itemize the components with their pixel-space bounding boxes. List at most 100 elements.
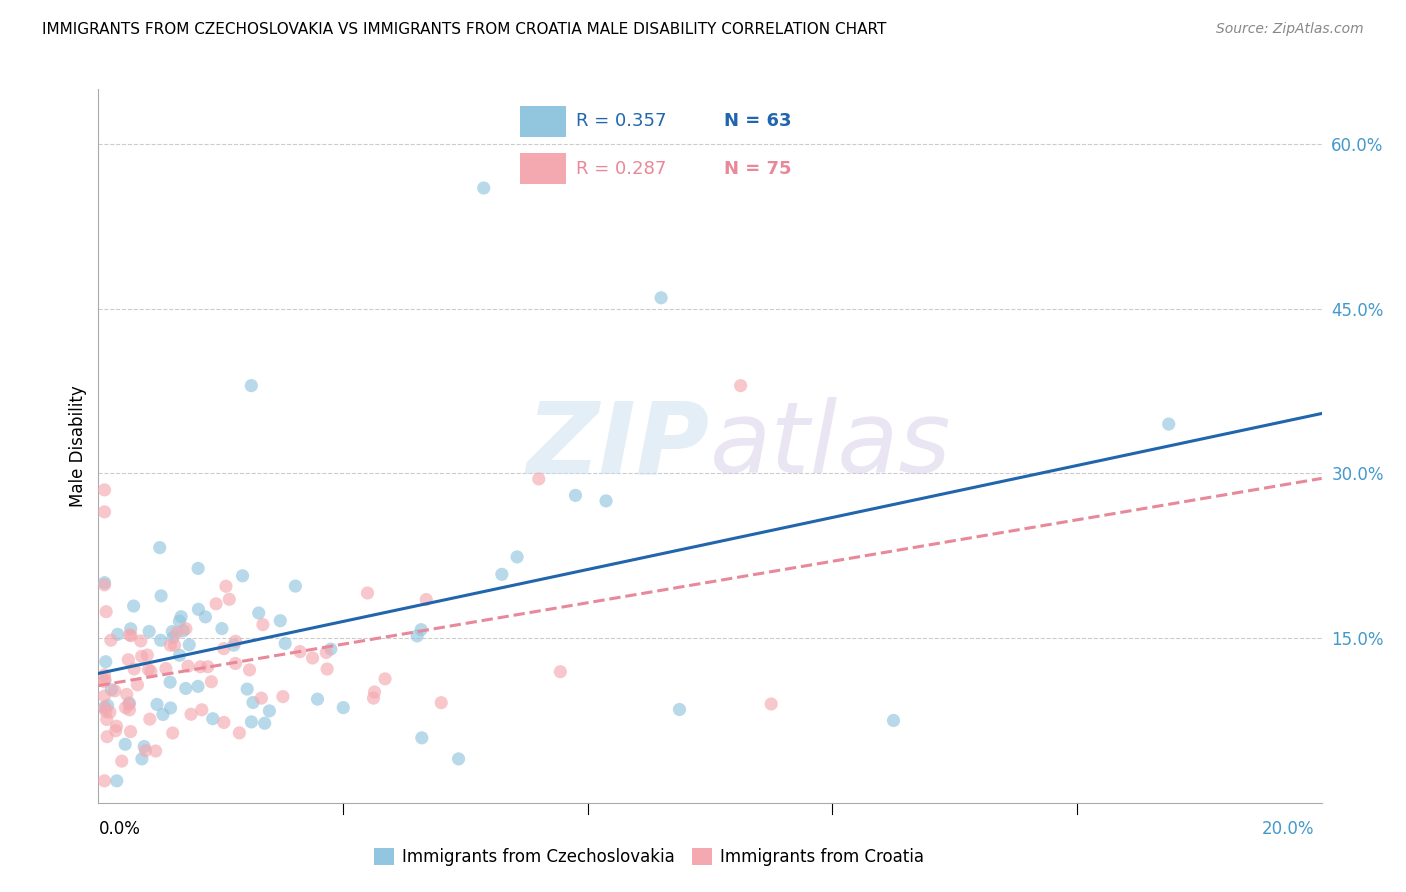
- Point: [228, 726, 250, 740]
- Point: [107, 627, 129, 641]
- Point: [127, 678, 149, 692]
- Point: [332, 700, 354, 714]
- Point: [93, 701, 115, 715]
- Point: [650, 291, 672, 305]
- Point: [129, 634, 152, 648]
- Point: [187, 561, 209, 575]
- Point: [205, 597, 228, 611]
- Point: [118, 697, 141, 711]
- Point: [120, 724, 142, 739]
- Point: [94, 705, 117, 719]
- Point: [146, 698, 169, 712]
- Point: [319, 642, 342, 657]
- Text: N = 63: N = 63: [724, 112, 792, 130]
- Point: [120, 629, 142, 643]
- Point: [145, 744, 167, 758]
- Point: [93, 689, 115, 703]
- Point: [96, 713, 118, 727]
- Point: [236, 682, 259, 697]
- Point: [550, 665, 572, 679]
- Point: [134, 743, 156, 757]
- Text: ZIP: ZIP: [527, 398, 710, 494]
- Point: [274, 636, 297, 650]
- Point: [179, 638, 201, 652]
- Point: [491, 567, 513, 582]
- Point: [259, 704, 281, 718]
- Point: [194, 610, 217, 624]
- Point: [162, 631, 184, 645]
- Point: [883, 714, 905, 728]
- Point: [411, 623, 433, 637]
- Point: [94, 655, 117, 669]
- Point: [242, 696, 264, 710]
- Point: [93, 578, 115, 592]
- Point: [111, 754, 134, 768]
- Point: [201, 712, 224, 726]
- Point: [363, 685, 385, 699]
- Point: [138, 663, 160, 677]
- Point: [122, 599, 145, 613]
- Text: atlas: atlas: [710, 398, 952, 494]
- Point: [211, 622, 233, 636]
- Point: [93, 668, 115, 682]
- Point: [232, 569, 254, 583]
- Point: [472, 181, 495, 195]
- Point: [98, 705, 121, 719]
- Text: R = 0.287: R = 0.287: [576, 160, 666, 178]
- Point: [163, 638, 186, 652]
- Point: [159, 675, 181, 690]
- Point: [115, 687, 138, 701]
- Point: [595, 494, 617, 508]
- Point: [177, 659, 200, 673]
- Point: [197, 659, 219, 673]
- Point: [406, 629, 429, 643]
- Point: [104, 683, 127, 698]
- Point: [252, 617, 274, 632]
- Point: [169, 614, 191, 628]
- Point: [105, 773, 128, 788]
- Point: [114, 700, 136, 714]
- Point: [415, 592, 437, 607]
- Point: [174, 622, 197, 636]
- Point: [187, 602, 209, 616]
- Point: [191, 703, 214, 717]
- Point: [212, 641, 235, 656]
- Point: [162, 624, 184, 639]
- Point: [253, 716, 276, 731]
- Point: [447, 752, 470, 766]
- Point: [288, 645, 311, 659]
- Point: [104, 723, 127, 738]
- Y-axis label: Male Disability: Male Disability: [69, 385, 87, 507]
- Point: [527, 472, 550, 486]
- Point: [564, 488, 586, 502]
- Point: [139, 665, 162, 679]
- FancyBboxPatch shape: [520, 106, 565, 136]
- Point: [730, 378, 752, 392]
- Text: R = 0.357: R = 0.357: [576, 112, 666, 130]
- Point: [356, 586, 378, 600]
- Point: [506, 549, 529, 564]
- Point: [138, 624, 160, 639]
- Point: [169, 648, 191, 663]
- Point: [134, 739, 156, 754]
- Point: [94, 673, 117, 687]
- Point: [200, 674, 222, 689]
- Point: [131, 752, 153, 766]
- Point: [301, 651, 323, 665]
- Point: [122, 662, 145, 676]
- Point: [114, 737, 136, 751]
- Point: [93, 773, 115, 788]
- Point: [93, 575, 115, 590]
- Point: [218, 592, 240, 607]
- Point: [363, 691, 385, 706]
- Point: [155, 662, 177, 676]
- Point: [93, 674, 115, 689]
- Text: 20.0%: 20.0%: [1263, 820, 1315, 838]
- Point: [136, 648, 159, 662]
- Point: [120, 622, 142, 636]
- Point: [187, 679, 209, 693]
- Text: Source: ZipAtlas.com: Source: ZipAtlas.com: [1216, 22, 1364, 37]
- Point: [100, 682, 122, 697]
- Point: [269, 614, 291, 628]
- Point: [96, 730, 118, 744]
